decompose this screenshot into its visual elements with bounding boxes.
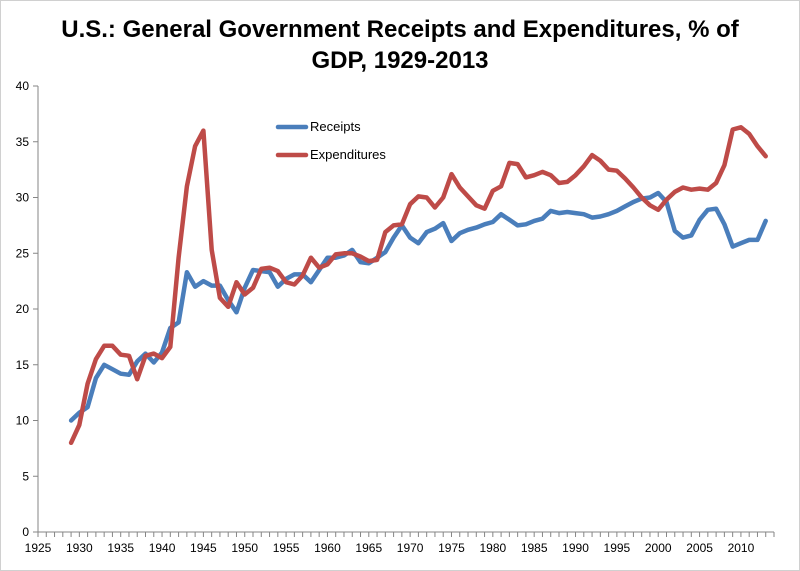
y-tick-label: 25 bbox=[16, 246, 30, 260]
y-tick-label: 15 bbox=[16, 358, 30, 372]
chart-legend: Receipts Expenditures bbox=[275, 119, 386, 162]
y-tick-label: 30 bbox=[16, 191, 30, 205]
legend-label-receipts: Receipts bbox=[310, 119, 361, 134]
x-tick-label: 1970 bbox=[397, 541, 424, 555]
x-tick-label: 1955 bbox=[273, 541, 300, 555]
chart-title: U.S.: General Government Receipts and Ex… bbox=[61, 16, 739, 74]
y-tick-label: 5 bbox=[22, 469, 29, 483]
y-tick-label: 10 bbox=[16, 414, 30, 428]
x-tick-label: 1950 bbox=[231, 541, 258, 555]
series-line-expenditures bbox=[68, 125, 768, 446]
x-tick-label: 1930 bbox=[66, 541, 93, 555]
chart-series bbox=[68, 125, 768, 446]
y-tick-label: 20 bbox=[16, 302, 30, 316]
x-tick-label: 1990 bbox=[562, 541, 589, 555]
x-tick-label: 1965 bbox=[355, 541, 382, 555]
x-tick-label: 1940 bbox=[149, 541, 176, 555]
x-tick-label: 1945 bbox=[190, 541, 217, 555]
x-tick-label: 2010 bbox=[728, 541, 755, 555]
y-tick-label: 0 bbox=[22, 525, 29, 539]
x-tick-label: 1960 bbox=[314, 541, 341, 555]
x-tick-label: 2000 bbox=[645, 541, 672, 555]
x-tick-label: 1980 bbox=[479, 541, 506, 555]
x-tick-label: 2005 bbox=[686, 541, 713, 555]
y-tick-label: 40 bbox=[16, 79, 30, 93]
x-tick-label: 1925 bbox=[25, 541, 52, 555]
x-tick-label: 1935 bbox=[107, 541, 134, 555]
x-tick-label: 1975 bbox=[438, 541, 465, 555]
x-tick-label: 1995 bbox=[604, 541, 631, 555]
chart-axes: 0 5 10 15 20 25 30 35 40 1925 1930 1935 1940 1945 1950… bbox=[16, 79, 775, 555]
x-tick-label: 1985 bbox=[521, 541, 548, 555]
legend-label-expenditures: Expenditures bbox=[310, 147, 386, 162]
series-line-receipts bbox=[68, 190, 768, 423]
y-tick-label: 35 bbox=[16, 135, 30, 149]
